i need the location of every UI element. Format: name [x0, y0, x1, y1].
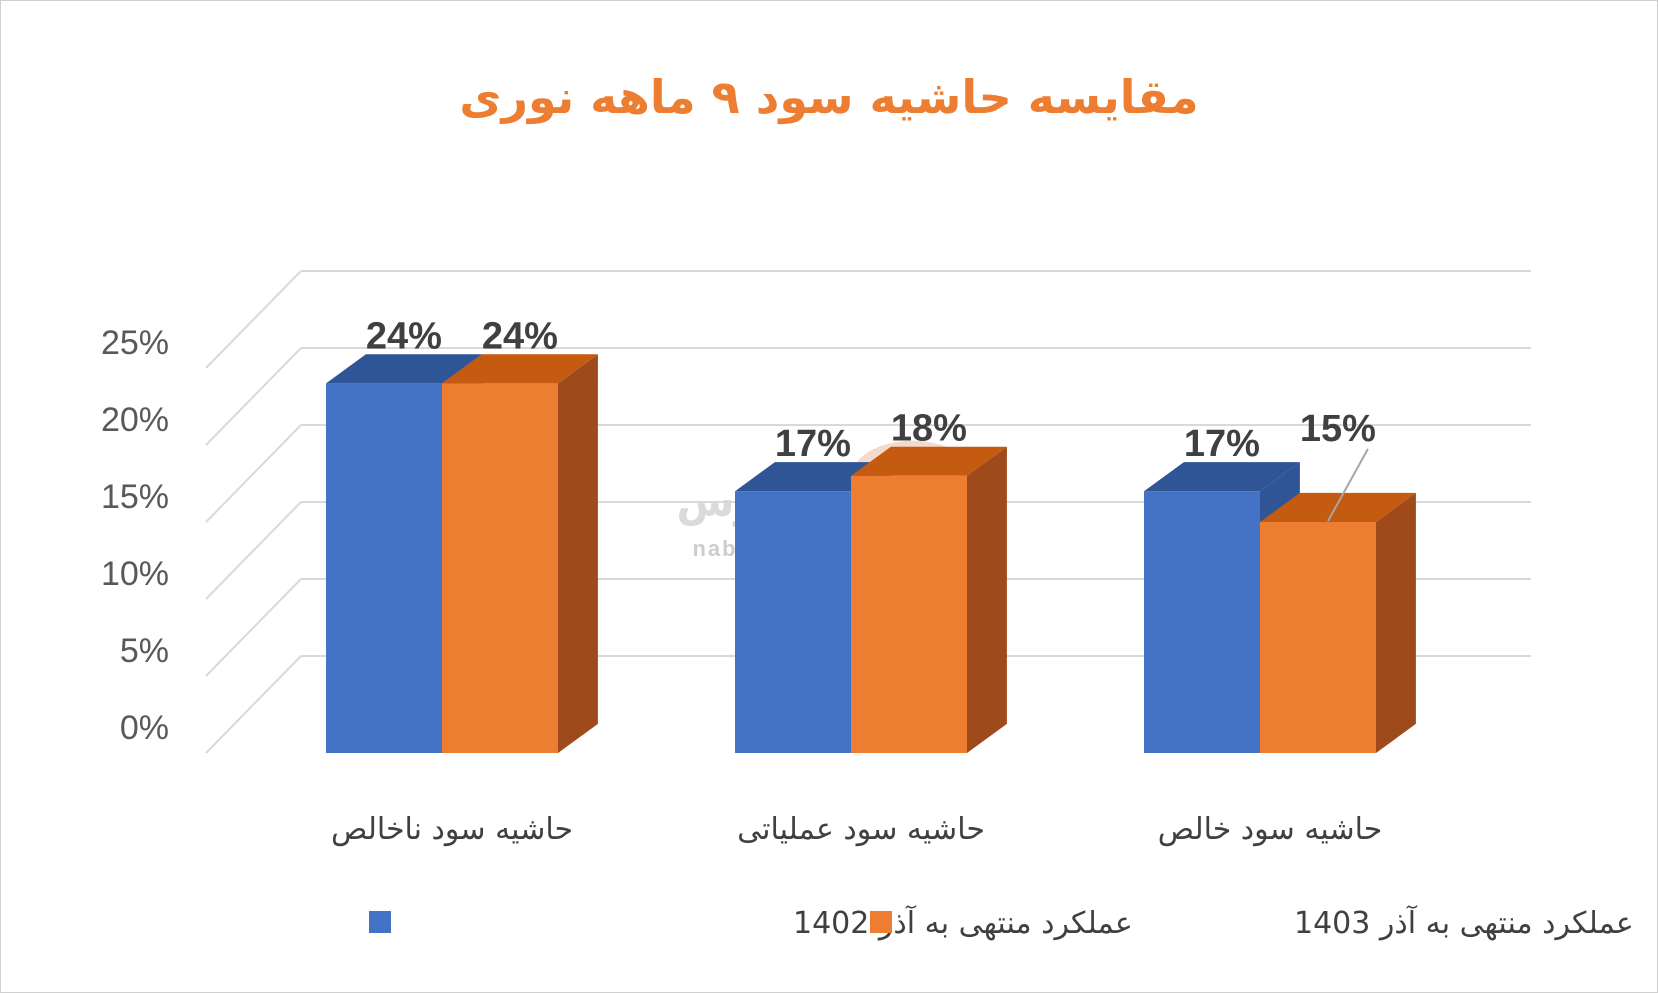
data-labels: 24% 24% 17% 18% 17% 15% — [366, 315, 1376, 522]
bar-front — [326, 383, 442, 753]
data-label: 18% — [891, 408, 967, 450]
y-tick-label: 15% — [101, 478, 169, 516]
bar-top — [442, 354, 598, 384]
bar — [851, 446, 1007, 753]
data-label: 17% — [775, 423, 851, 465]
bar-top — [1144, 462, 1300, 492]
y-tick-label: 20% — [101, 401, 169, 439]
gridline-depth — [205, 578, 302, 677]
x-category-label: حاشیه سود عملیاتی — [737, 812, 985, 847]
leader-line — [1327, 448, 1369, 522]
bar-side — [1376, 492, 1416, 753]
bar-side — [558, 354, 598, 753]
bar — [442, 354, 598, 753]
y-tick-label: 25% — [101, 324, 169, 362]
data-label: 24% — [482, 315, 558, 357]
bars-layer — [326, 354, 1416, 753]
bar-top — [326, 354, 482, 384]
bar-top — [1260, 492, 1416, 522]
bar — [1260, 492, 1416, 753]
y-axis-ticks: 0% 5% 10% 15% 20% 25% — [101, 324, 169, 747]
legend-swatch-1403 — [870, 911, 892, 933]
x-category-label: حاشیه سود ناخالص — [331, 812, 573, 847]
gridline-depth — [205, 270, 302, 369]
gridline-depth — [205, 347, 302, 446]
bar-top — [851, 446, 1007, 476]
x-category-label: حاشیه سود خالص — [1158, 812, 1383, 847]
legend-label-1403: عملکرد منتهی به آذر 1403 — [1294, 905, 1634, 941]
y-tick-label: 0% — [120, 709, 169, 747]
bar-front — [735, 491, 851, 753]
gridline-depth — [205, 424, 302, 523]
bar-front — [442, 383, 558, 753]
legend: عملکرد منتهی به آذر 1402 عملکرد منتهی به… — [369, 905, 1634, 941]
data-label: 24% — [366, 315, 442, 357]
x-axis-categories: حاشیه سود ناخالص حاشیه سود عملیاتی حاشیه س… — [331, 812, 1382, 847]
bar-front — [851, 475, 967, 753]
legend-swatch-1402 — [369, 911, 391, 933]
bar-side — [967, 446, 1007, 753]
bar-front — [1260, 522, 1376, 753]
chart-title: مقایسه حاشیه سود ۹ ماهه نوری — [459, 70, 1198, 124]
y-tick-label: 10% — [101, 555, 169, 593]
data-label: 17% — [1184, 423, 1260, 465]
gridline-depth — [205, 655, 302, 754]
bar-front — [1144, 491, 1260, 753]
data-label: 15% — [1300, 408, 1376, 450]
legend-label-1402: عملکرد منتهی به آذر 1402 — [793, 905, 1133, 941]
gridline-depth — [205, 501, 302, 600]
y-tick-label: 5% — [120, 632, 169, 670]
